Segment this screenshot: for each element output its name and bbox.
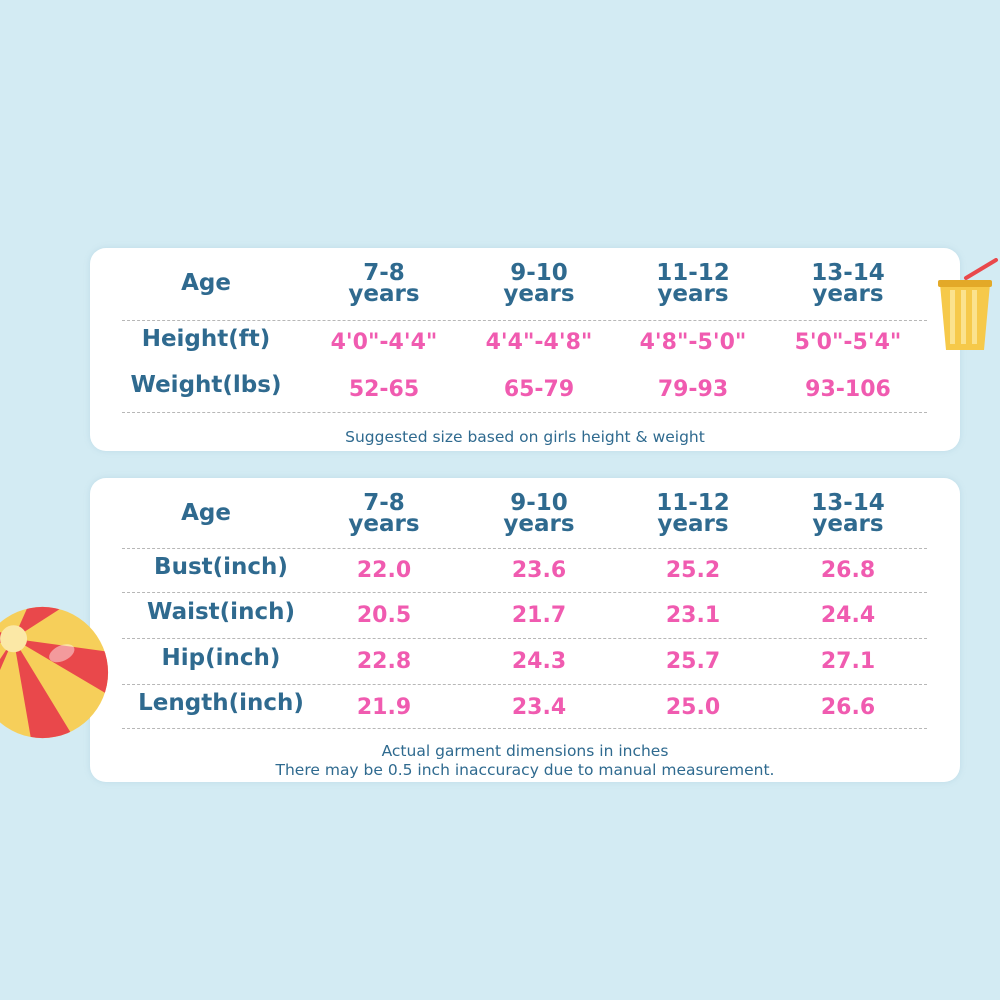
row-divider bbox=[122, 684, 927, 685]
hip-value: 22.8 bbox=[356, 649, 412, 674]
age-unit: years bbox=[348, 511, 420, 537]
height-value: 4'8"-5'0" bbox=[639, 330, 747, 355]
age-range: 9-10 bbox=[510, 260, 568, 286]
row-divider bbox=[122, 412, 927, 413]
bust-value: 25.2 bbox=[665, 558, 721, 583]
row-divider bbox=[122, 638, 927, 639]
weight-value: 93-106 bbox=[805, 377, 891, 402]
age-header: Age bbox=[181, 270, 231, 296]
column-header-11-12: 11-12 years bbox=[613, 260, 773, 307]
measurement-note: Actual garment dimensions in inches Ther… bbox=[90, 742, 960, 780]
hip-value: 25.7 bbox=[665, 649, 721, 674]
weight-value: 79-93 bbox=[657, 377, 729, 402]
age-unit: years bbox=[348, 281, 420, 307]
waist-value: 20.5 bbox=[356, 603, 412, 628]
column-header-9-10: 9-10 years bbox=[459, 260, 619, 307]
height-value: 5'0"-5'4" bbox=[794, 330, 902, 355]
bust-value: 22.0 bbox=[356, 558, 412, 583]
size-by-height-weight-card: Age 7-8 years 9-10 years 11-12 years 13-… bbox=[90, 248, 960, 451]
column-header-9-10: 9-10 years bbox=[459, 490, 619, 537]
hip-value: 27.1 bbox=[820, 649, 876, 674]
beach-ball-icon bbox=[0, 606, 109, 739]
age-unit: years bbox=[812, 281, 884, 307]
column-header-7-8: 7-8 years bbox=[304, 490, 464, 537]
measurement-note-line-2: There may be 0.5 inch inaccuracy due to … bbox=[275, 761, 775, 779]
age-range: 9-10 bbox=[510, 490, 568, 516]
length-value: 25.0 bbox=[665, 695, 721, 720]
age-range: 7-8 bbox=[363, 490, 405, 516]
row-label-weight: Weight(lbs) bbox=[130, 372, 282, 398]
age-header: Age bbox=[181, 500, 231, 526]
column-header-7-8: 7-8 years bbox=[304, 260, 464, 307]
size-note: Suggested size based on girls height & w… bbox=[345, 428, 705, 446]
waist-value: 24.4 bbox=[820, 603, 876, 628]
age-range: 11-12 bbox=[656, 260, 730, 286]
weight-value: 52-65 bbox=[348, 377, 420, 402]
measurement-note-line-1: Actual garment dimensions in inches bbox=[381, 742, 669, 760]
drink-cup-icon bbox=[938, 258, 998, 350]
column-header-13-14: 13-14 years bbox=[768, 490, 928, 537]
bust-value: 23.6 bbox=[511, 558, 567, 583]
row-divider bbox=[122, 728, 927, 729]
age-unit: years bbox=[503, 511, 575, 537]
row-label-length: Length(inch) bbox=[138, 690, 304, 716]
row-label-hip: Hip(inch) bbox=[161, 645, 281, 671]
age-unit: years bbox=[657, 281, 729, 307]
age-range: 7-8 bbox=[363, 260, 405, 286]
age-range: 13-14 bbox=[811, 260, 885, 286]
length-value: 26.6 bbox=[820, 695, 876, 720]
waist-value: 21.7 bbox=[511, 603, 567, 628]
age-unit: years bbox=[503, 281, 575, 307]
row-label-waist: Waist(inch) bbox=[147, 599, 295, 625]
length-value: 23.4 bbox=[511, 695, 567, 720]
bust-value: 26.8 bbox=[820, 558, 876, 583]
weight-value: 65-79 bbox=[503, 377, 575, 402]
garment-dimensions-card: Age 7-8 years 9-10 years 11-12 years 13-… bbox=[90, 478, 960, 782]
column-header-13-14: 13-14 years bbox=[768, 260, 928, 307]
age-range: 13-14 bbox=[811, 490, 885, 516]
row-label-height: Height(ft) bbox=[141, 326, 271, 352]
hip-value: 24.3 bbox=[511, 649, 567, 674]
column-header-11-12: 11-12 years bbox=[613, 490, 773, 537]
age-range: 11-12 bbox=[656, 490, 730, 516]
row-divider bbox=[122, 592, 927, 593]
row-label-bust: Bust(inch) bbox=[154, 554, 288, 580]
waist-value: 23.1 bbox=[665, 603, 721, 628]
row-divider bbox=[122, 320, 927, 321]
age-unit: years bbox=[812, 511, 884, 537]
length-value: 21.9 bbox=[356, 695, 412, 720]
age-unit: years bbox=[657, 511, 729, 537]
row-divider bbox=[122, 548, 927, 549]
height-value: 4'4"-4'8" bbox=[485, 330, 593, 355]
height-value: 4'0"-4'4" bbox=[330, 330, 438, 355]
